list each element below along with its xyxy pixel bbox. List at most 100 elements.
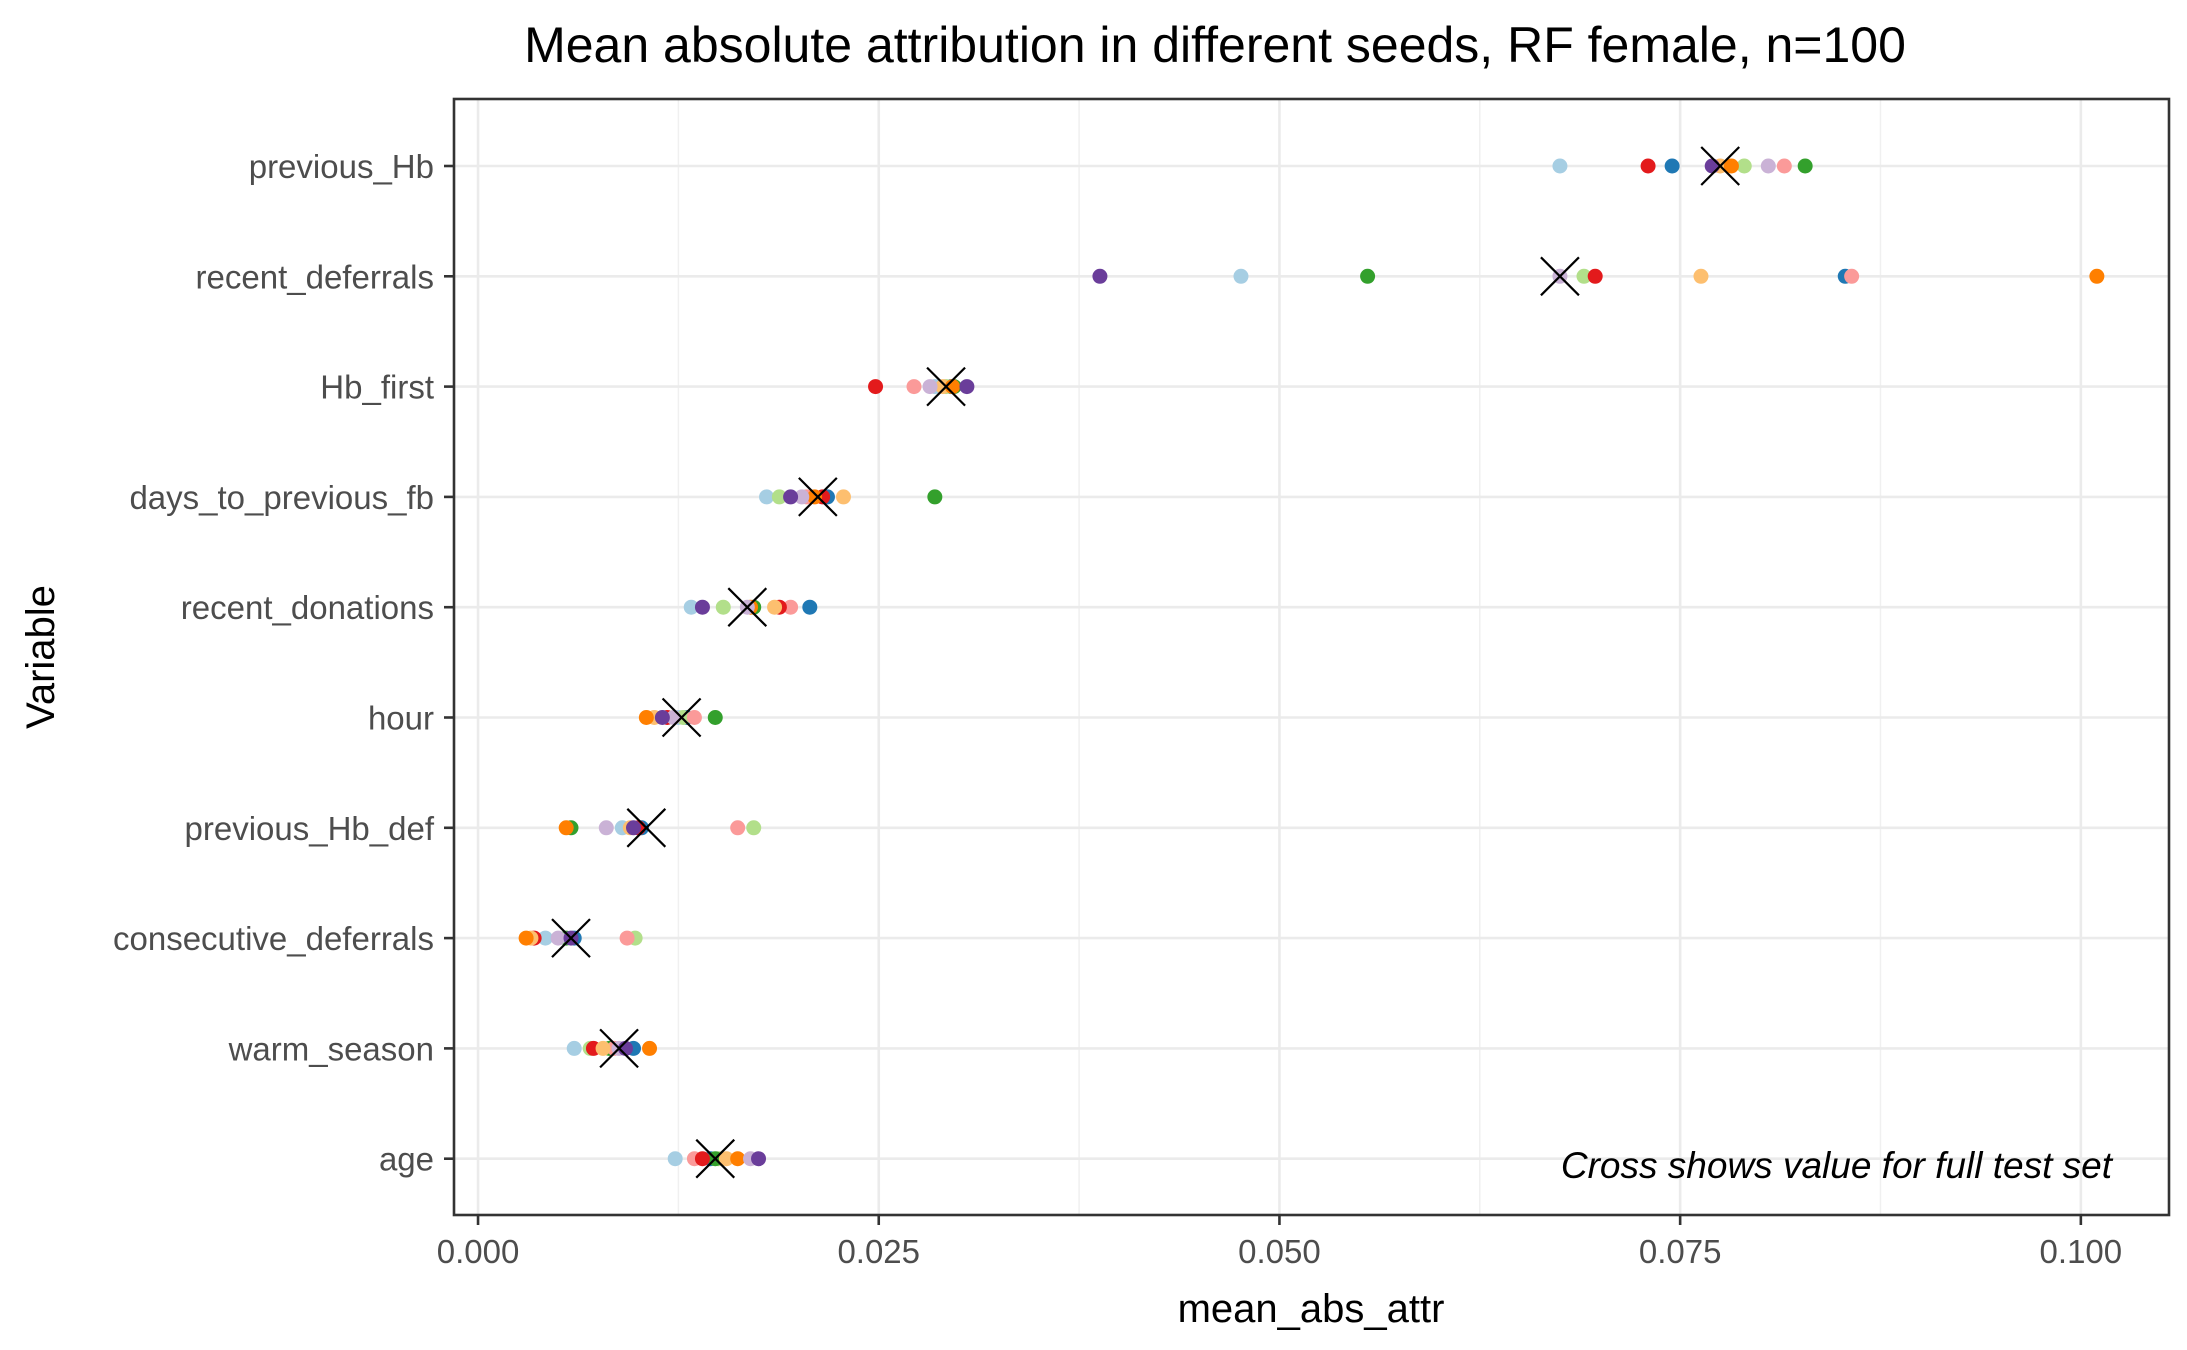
seed-point	[807, 489, 823, 505]
cross-stroke	[798, 477, 838, 517]
seed-point	[868, 379, 884, 395]
seed-point	[1776, 158, 1792, 174]
cross-stroke	[626, 808, 667, 848]
seed-point	[686, 710, 702, 725]
full-test-set-cross	[1540, 256, 1580, 297]
full-test-set-cross	[727, 587, 768, 627]
full-test-set-cross	[1700, 146, 1740, 186]
seed-point	[707, 710, 723, 725]
seed-point	[626, 820, 642, 836]
cross-stroke	[661, 697, 702, 738]
seed-point	[835, 489, 851, 505]
full-test-set-cross	[551, 918, 591, 958]
y-tick-label: days_to_previous_fb	[129, 479, 434, 516]
full-test-set-cross	[798, 477, 838, 517]
seed-point	[1760, 158, 1776, 174]
cross-annotation: Cross shows value for full test set	[1561, 1145, 2114, 1186]
seed-point	[1587, 268, 1603, 284]
seed-point	[694, 599, 710, 615]
seed-point	[767, 599, 783, 615]
full-test-set-cross	[695, 1138, 736, 1179]
axis-ticks	[444, 164, 2083, 1225]
x-tick-labels: 0.000 0.025 0.050 0.075 0.100	[437, 1233, 2122, 1270]
seed-point	[1723, 158, 1739, 174]
seed-point	[518, 930, 534, 946]
x-tick-label: 0.075	[1639, 1233, 1722, 1270]
seed-point	[598, 820, 614, 836]
seed-point	[619, 930, 635, 946]
seed-point	[1797, 158, 1813, 174]
seed-point	[730, 1151, 746, 1167]
full-test-set-cross	[626, 808, 667, 848]
seed-point	[1664, 158, 1680, 174]
seed-point	[1640, 158, 1656, 174]
y-tick-label: Hb_first	[320, 369, 434, 406]
cross-stroke	[926, 366, 966, 407]
seed-point	[2089, 268, 2105, 284]
seed-point	[683, 599, 699, 615]
seed-point	[959, 379, 975, 395]
y-tick-label: age	[379, 1141, 434, 1178]
seed-point	[794, 489, 810, 505]
seed-point	[654, 710, 670, 725]
seed-point	[566, 1040, 582, 1056]
cross-stroke	[1700, 146, 1740, 186]
seed-point	[642, 1040, 658, 1056]
full-test-set-cross	[599, 1028, 639, 1069]
grid-lines	[454, 99, 2169, 1215]
seed-point	[1736, 158, 1752, 174]
seed-point	[906, 379, 922, 395]
seed-point	[751, 1151, 767, 1167]
seed-point	[1693, 268, 1709, 284]
seed-point	[667, 1151, 683, 1167]
y-tick-label: previous_Hb_def	[185, 810, 435, 847]
seed-point	[1704, 158, 1720, 174]
full-test-set-crosses	[551, 146, 1740, 1179]
seed-point	[746, 820, 762, 836]
seed-point	[802, 599, 818, 615]
y-tick-label: recent_deferrals	[196, 258, 434, 295]
cross-stroke	[599, 1028, 639, 1069]
x-axis-title: mean_abs_attr	[1178, 1287, 1445, 1331]
seed-point	[537, 930, 553, 946]
x-tick-label: 0.050	[1238, 1233, 1321, 1270]
seed-point	[715, 599, 731, 615]
y-tick-label: consecutive_deferrals	[113, 920, 434, 957]
full-test-set-cross	[661, 697, 702, 738]
cross-stroke	[1540, 256, 1580, 297]
seed-point	[771, 489, 787, 505]
full-test-set-cross	[926, 366, 966, 407]
seed-point	[783, 599, 799, 615]
x-tick-label: 0.025	[837, 1233, 920, 1270]
seed-point	[1576, 268, 1592, 284]
seed-point	[694, 1151, 710, 1167]
seed-point	[922, 379, 938, 395]
x-tick-label: 0.000	[437, 1233, 520, 1270]
seed-point	[558, 820, 574, 836]
y-tick-label: hour	[368, 700, 434, 737]
seed-point	[1844, 268, 1860, 284]
seed-point	[1233, 268, 1249, 284]
plot-panel	[454, 99, 2169, 1215]
seed-point	[595, 1040, 611, 1056]
cross-stroke	[695, 1138, 736, 1179]
seed-point	[927, 489, 943, 505]
cross-stroke	[551, 918, 591, 958]
seed-point	[718, 1151, 734, 1167]
plot-border	[452, 97, 2171, 1217]
y-tick-label: recent_donations	[181, 589, 434, 626]
y-tick-labels: previous_Hb recent_deferrals Hb_first days_…	[113, 148, 435, 1178]
seed-point	[730, 820, 746, 836]
seed-point	[759, 489, 775, 505]
seed-point	[550, 930, 566, 946]
seed-point	[638, 710, 654, 725]
chart-title: Mean absolute attribution in different s…	[524, 17, 1906, 73]
seed-point	[1360, 268, 1376, 284]
y-tick-label: warm_season	[228, 1030, 434, 1067]
y-axis-title: Variable	[19, 585, 63, 729]
seed-point	[1092, 268, 1108, 284]
x-tick-label: 0.100	[2040, 1233, 2123, 1270]
seed-point	[1552, 158, 1568, 174]
cross-stroke	[727, 587, 768, 627]
